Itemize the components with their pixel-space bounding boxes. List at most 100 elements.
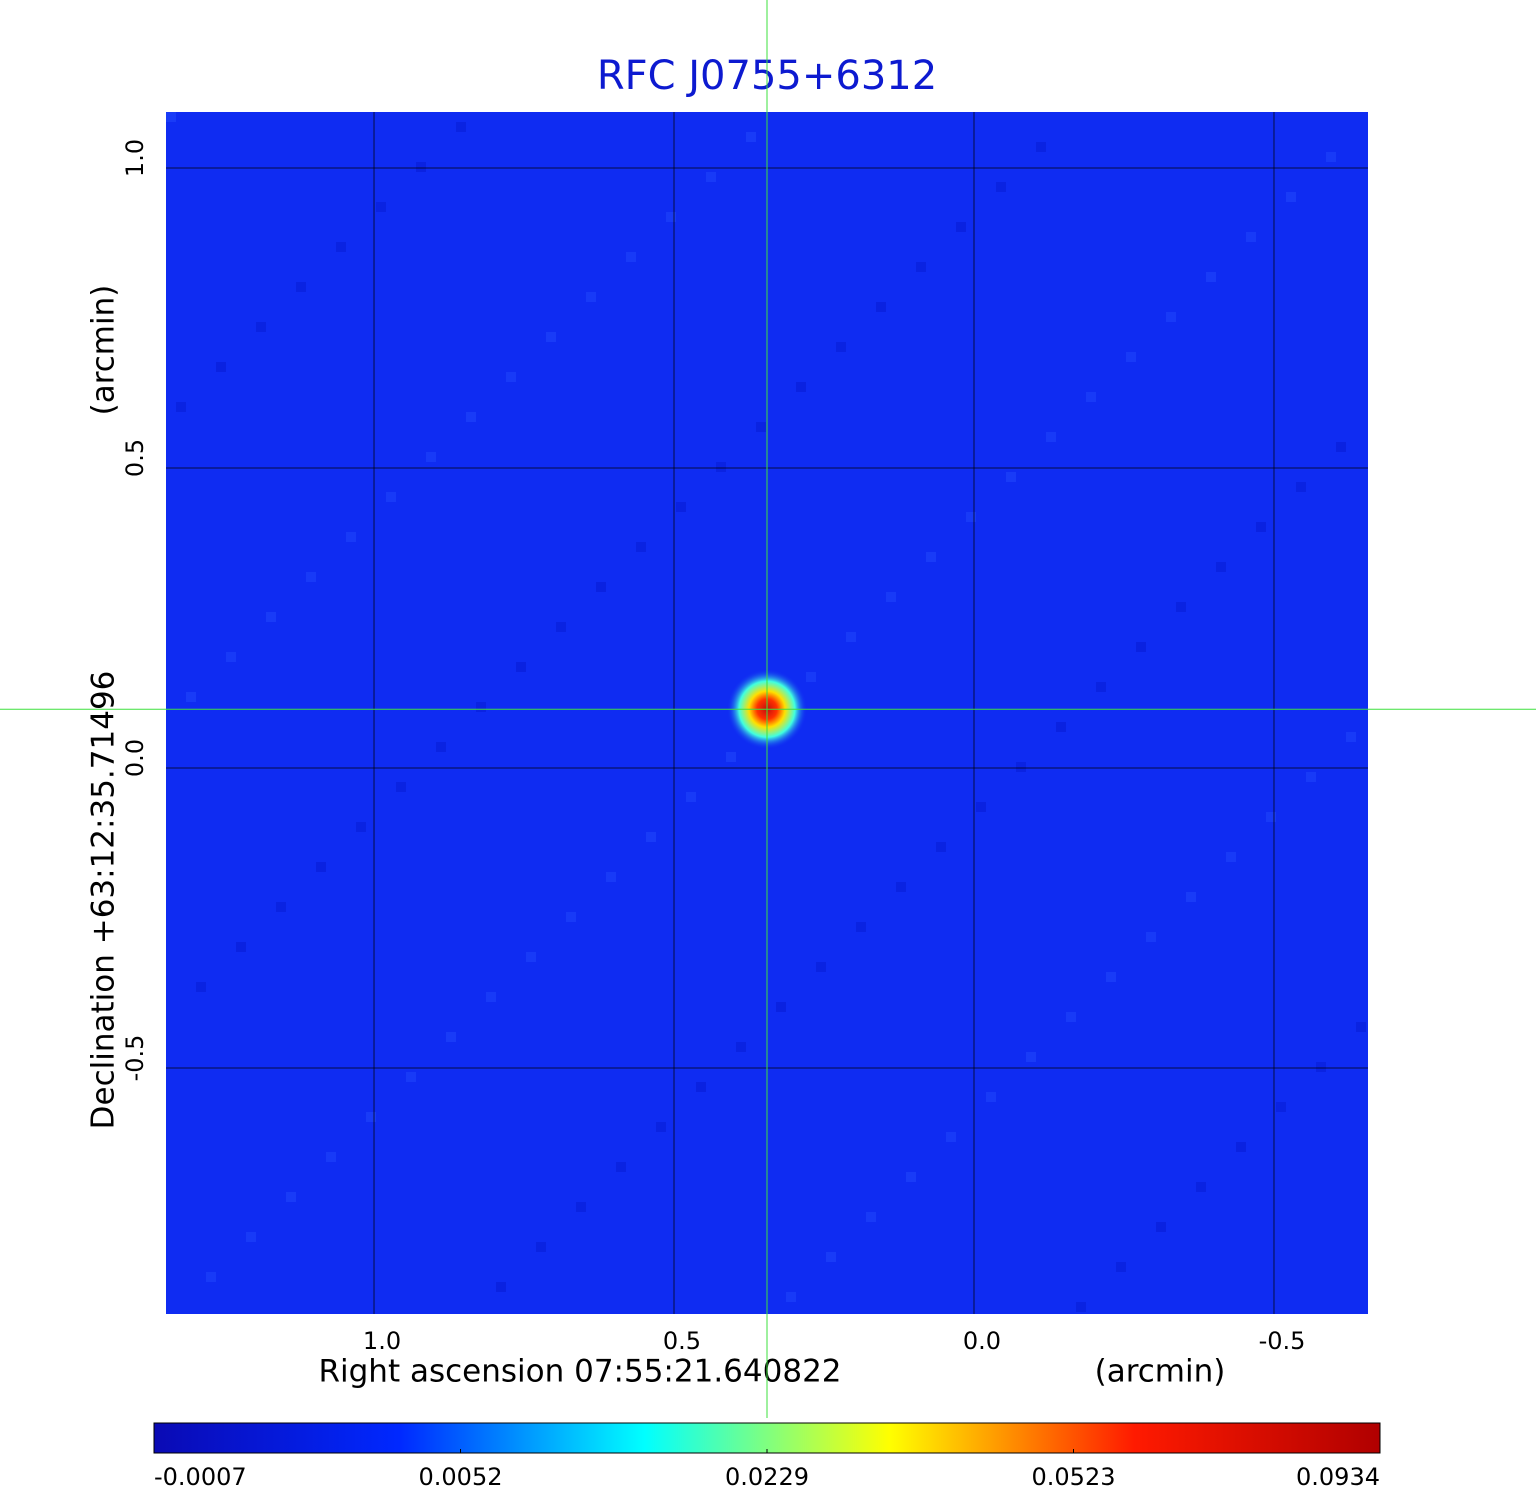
noise-pixel bbox=[516, 662, 526, 672]
colorbar bbox=[153, 1422, 1381, 1454]
noise-pixel bbox=[626, 252, 636, 262]
noise-pixel bbox=[736, 1042, 746, 1052]
noise-pixel bbox=[176, 402, 186, 412]
noise-pixel bbox=[166, 112, 176, 122]
noise-pixel bbox=[1086, 392, 1096, 402]
noise-pixel bbox=[956, 222, 966, 232]
noise-pixel bbox=[366, 1112, 376, 1122]
noise-pixel bbox=[206, 1272, 216, 1282]
x-tick-label: -0.5 bbox=[1259, 1327, 1306, 1355]
noise-pixel bbox=[1026, 1052, 1036, 1062]
noise-pixel bbox=[1106, 972, 1116, 982]
noise-pixel bbox=[556, 622, 566, 632]
noise-pixel bbox=[256, 322, 266, 332]
colorbar-tick-label: 0.0052 bbox=[419, 1463, 503, 1491]
x-tick-label: 0.0 bbox=[963, 1327, 1001, 1355]
noise-pixel bbox=[936, 842, 946, 852]
noise-pixel bbox=[836, 342, 846, 352]
y-tick-label: -0.5 bbox=[121, 1035, 149, 1082]
noise-pixel bbox=[746, 132, 756, 142]
noise-pixel bbox=[676, 502, 686, 512]
noise-pixel bbox=[496, 1282, 506, 1292]
noise-pixel bbox=[1006, 472, 1016, 482]
noise-pixel bbox=[726, 752, 736, 762]
noise-pixel bbox=[1156, 1222, 1166, 1232]
noise-pixel bbox=[1166, 312, 1176, 322]
colorbar-tick-label: 0.0934 bbox=[1296, 1463, 1380, 1491]
noise-pixel bbox=[1246, 232, 1256, 242]
noise-pixel bbox=[536, 1242, 546, 1252]
noise-pixel bbox=[796, 382, 806, 392]
noise-pixel bbox=[476, 702, 486, 712]
noise-pixel bbox=[266, 612, 276, 622]
noise-pixel bbox=[1116, 1262, 1126, 1272]
noise-pixel bbox=[1076, 1302, 1086, 1312]
noise-pixel bbox=[636, 542, 646, 552]
noise-pixel bbox=[546, 332, 556, 342]
noise-pixel bbox=[646, 832, 656, 842]
noise-pixel bbox=[416, 162, 426, 172]
noise-pixel bbox=[1216, 562, 1226, 572]
y-tick-label: 1.0 bbox=[121, 139, 149, 177]
noise-pixel bbox=[1336, 442, 1346, 452]
colorbar-tick-label: 0.0523 bbox=[1032, 1463, 1116, 1491]
y-tick-label: 0.0 bbox=[121, 739, 149, 777]
noise-pixel bbox=[456, 122, 466, 132]
noise-pixel bbox=[606, 872, 616, 882]
noise-pixel bbox=[446, 1032, 456, 1042]
noise-pixel bbox=[426, 452, 436, 462]
noise-pixel bbox=[886, 592, 896, 602]
noise-pixel bbox=[706, 172, 716, 182]
noise-pixel bbox=[386, 492, 396, 502]
noise-pixel bbox=[1146, 932, 1156, 942]
noise-pixel bbox=[926, 552, 936, 562]
noise-pixel bbox=[356, 822, 366, 832]
noise-pixel bbox=[276, 902, 286, 912]
noise-pixel bbox=[996, 182, 1006, 192]
noise-pixel bbox=[246, 1232, 256, 1242]
noise-pixel bbox=[236, 942, 246, 952]
noise-pixel bbox=[666, 212, 676, 222]
noise-pixel bbox=[396, 782, 406, 792]
noise-pixel bbox=[1356, 1022, 1366, 1032]
noise-pixel bbox=[1136, 642, 1146, 652]
noise-pixel bbox=[1346, 732, 1356, 742]
noise-pixel bbox=[316, 862, 326, 872]
noise-pixel bbox=[506, 372, 516, 382]
noise-pixel bbox=[466, 412, 476, 422]
noise-pixel bbox=[816, 962, 826, 972]
noise-pixel bbox=[216, 362, 226, 372]
noise-pixel bbox=[336, 242, 346, 252]
noise-pixel bbox=[906, 1172, 916, 1182]
noise-pixel bbox=[1016, 762, 1026, 772]
noise-pixel bbox=[656, 1122, 666, 1132]
noise-pixel bbox=[346, 532, 356, 542]
noise-pixel bbox=[586, 292, 596, 302]
x-axis-label: Right ascension 07:55:21.640822 bbox=[318, 1354, 841, 1390]
noise-pixel bbox=[856, 922, 866, 932]
x-axis-unit: (arcmin) bbox=[1095, 1354, 1226, 1390]
noise-pixel bbox=[196, 982, 206, 992]
noise-pixel bbox=[1066, 1012, 1076, 1022]
noise-pixel bbox=[806, 672, 816, 682]
noise-pixel bbox=[286, 1192, 296, 1202]
noise-pixel bbox=[436, 742, 446, 752]
noise-pixel bbox=[976, 802, 986, 812]
noise-pixel bbox=[406, 1072, 416, 1082]
noise-pixel bbox=[966, 512, 976, 522]
noise-pixel bbox=[756, 422, 766, 432]
colorbar-tick-label: 0.0229 bbox=[725, 1463, 809, 1491]
noise-pixel bbox=[1186, 892, 1196, 902]
noise-pixel bbox=[1036, 142, 1046, 152]
y-axis-label: Declination +63:12:35.71496 bbox=[86, 671, 122, 1130]
noise-pixel bbox=[986, 1092, 996, 1102]
noise-pixel bbox=[296, 282, 306, 292]
noise-pixel bbox=[1316, 1062, 1326, 1072]
noise-pixel bbox=[1056, 722, 1066, 732]
noise-pixel bbox=[826, 1252, 836, 1262]
colorbar-tick-label: -0.0007 bbox=[154, 1463, 247, 1491]
noise-pixel bbox=[786, 1292, 796, 1302]
noise-pixel bbox=[326, 1152, 336, 1162]
